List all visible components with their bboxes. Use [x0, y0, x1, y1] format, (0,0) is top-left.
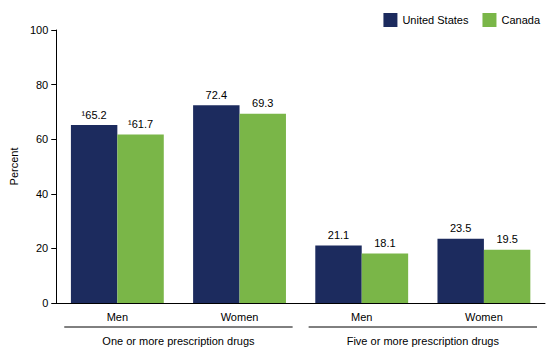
- svg-text:United States: United States: [402, 14, 469, 26]
- svg-text:18.1: 18.1: [374, 237, 395, 249]
- svg-text:One or more prescription drugs: One or more prescription drugs: [102, 335, 255, 347]
- svg-text:Men: Men: [107, 311, 128, 323]
- svg-text:60: 60: [36, 133, 48, 145]
- svg-text:40: 40: [36, 188, 48, 200]
- svg-text:19.5: 19.5: [496, 233, 517, 245]
- svg-text:21.1: 21.1: [328, 229, 349, 241]
- svg-text:¹61.7: ¹61.7: [128, 118, 153, 130]
- svg-text:Women: Women: [465, 311, 503, 323]
- svg-text:Five or more prescription drug: Five or more prescription drugs: [347, 335, 500, 347]
- svg-text:100: 100: [30, 24, 48, 36]
- svg-text:20: 20: [36, 242, 48, 254]
- svg-text:72.4: 72.4: [206, 89, 227, 101]
- svg-text:Women: Women: [221, 311, 259, 323]
- svg-text:80: 80: [36, 79, 48, 91]
- svg-text:Men: Men: [351, 311, 372, 323]
- svg-text:Percent: Percent: [8, 148, 20, 186]
- svg-text:¹65.2: ¹65.2: [82, 109, 107, 121]
- svg-text:69.3: 69.3: [252, 97, 273, 109]
- svg-text:Canada: Canada: [501, 14, 540, 26]
- svg-text:23.5: 23.5: [450, 222, 471, 234]
- svg-text:0: 0: [42, 297, 48, 309]
